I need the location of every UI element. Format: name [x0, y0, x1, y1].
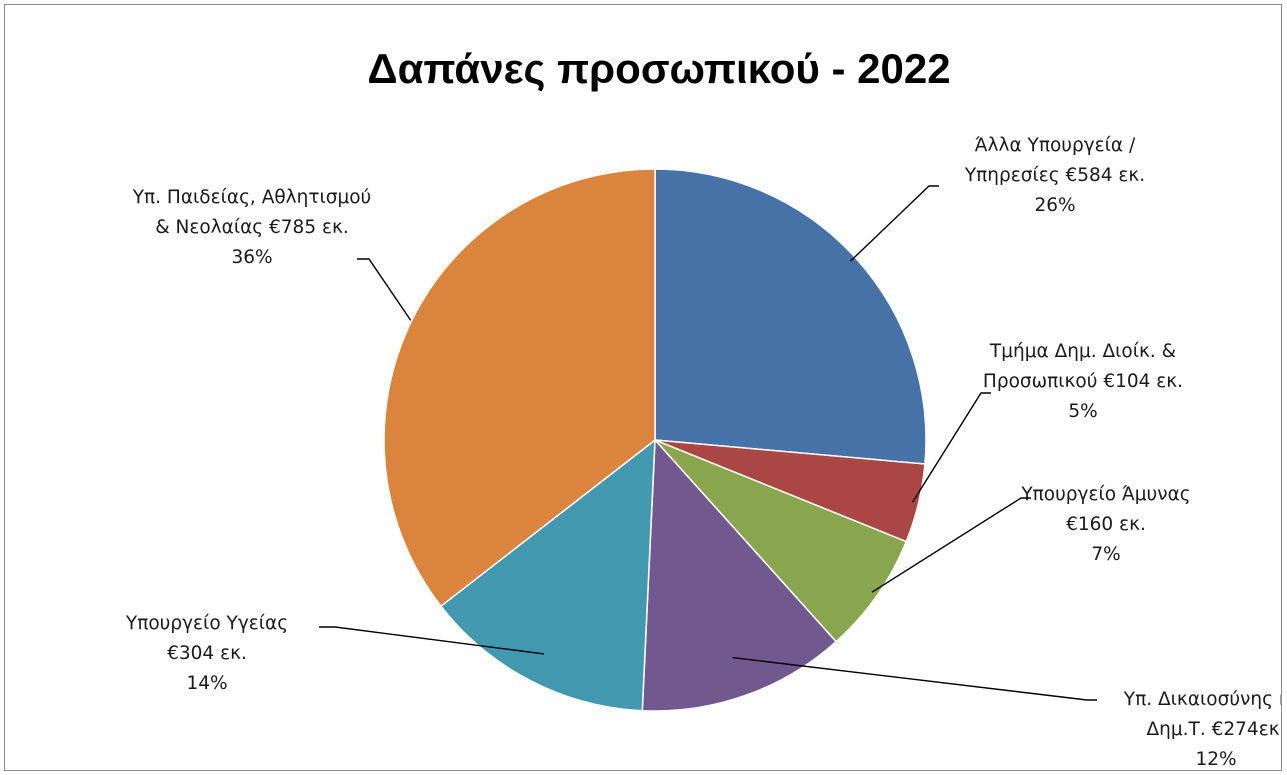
data-label-line: Άλλα Υπουργεία /	[975, 135, 1136, 156]
leader-line	[912, 392, 991, 503]
pie-slice	[654, 439, 908, 643]
chart-title: Δαπάνες προσωπικού - 2022	[367, 45, 950, 92]
data-label-line: €160 εκ.	[1066, 514, 1146, 535]
pie-slice	[439, 438, 656, 712]
data-label-line: Προσωπικού €104 εκ.	[983, 371, 1183, 392]
data-label-line: Δημ.Τ. €274εκ.	[1147, 719, 1282, 740]
pie-slice	[383, 168, 656, 608]
data-label-line: €304 εκ.	[167, 643, 247, 664]
data-label: Υπ. Δικαιοσύνης και Δημ.Τ. €274εκ. 12%	[1123, 689, 1282, 770]
leader-line	[357, 258, 412, 321]
pie-slice	[641, 438, 838, 712]
data-label-line: & Νεολαίας €785 εκ.	[155, 217, 349, 238]
data-label: Υπ. Παιδείας, Αθλητισμού & Νεολαίας €785 …	[132, 187, 372, 268]
data-label-line: 12%	[1195, 749, 1236, 770]
pie-chart: Δαπάνες προσωπικού - 2022 Άλλα Υπουργεία…	[125, 45, 1282, 770]
data-label: Υπουργείο Υγείας €304 εκ. 14%	[125, 613, 288, 694]
data-label-line: 14%	[186, 673, 227, 694]
data-label: Υπουργείο Άμυνας €160 εκ. 7%	[1020, 484, 1190, 565]
data-label-line: Υπ. Δικαιοσύνης και	[1123, 689, 1282, 710]
leader-lines	[319, 185, 1097, 701]
data-label: Τμήμα Δημ. Διοίκ. & Προσωπικού €104 εκ. 5%	[983, 341, 1183, 422]
data-label-line: Τμήμα Δημ. Διοίκ. &	[989, 341, 1176, 362]
data-label-line: 7%	[1091, 544, 1120, 565]
leader-line	[871, 497, 1031, 593]
leader-line	[850, 185, 939, 262]
pie-slice	[654, 168, 927, 465]
data-labels: Άλλα Υπουργεία / Υπηρεσίες €584 εκ. 26% Τμή…	[125, 135, 1282, 770]
data-label-line: Υπουργείο Άμυνας	[1020, 484, 1190, 505]
data-label: Άλλα Υπουργεία / Υπηρεσίες €584 εκ. 26%	[964, 135, 1145, 216]
leader-line	[732, 656, 1097, 701]
data-label-line: Υπ. Παιδείας, Αθλητισμού	[132, 187, 372, 208]
chart-area: Δαπάνες προσωπικού - 2022 Άλλα Υπουργεία…	[4, 4, 1282, 771]
data-label-line: 36%	[231, 247, 272, 268]
data-label-line: 5%	[1068, 401, 1097, 422]
data-label-line: Υπουργείο Υγείας	[125, 613, 288, 634]
data-label-line: Υπηρεσίες €584 εκ.	[964, 165, 1145, 186]
leader-line	[319, 626, 545, 655]
pie-slices	[383, 168, 927, 712]
data-label-line: 26%	[1034, 195, 1075, 216]
